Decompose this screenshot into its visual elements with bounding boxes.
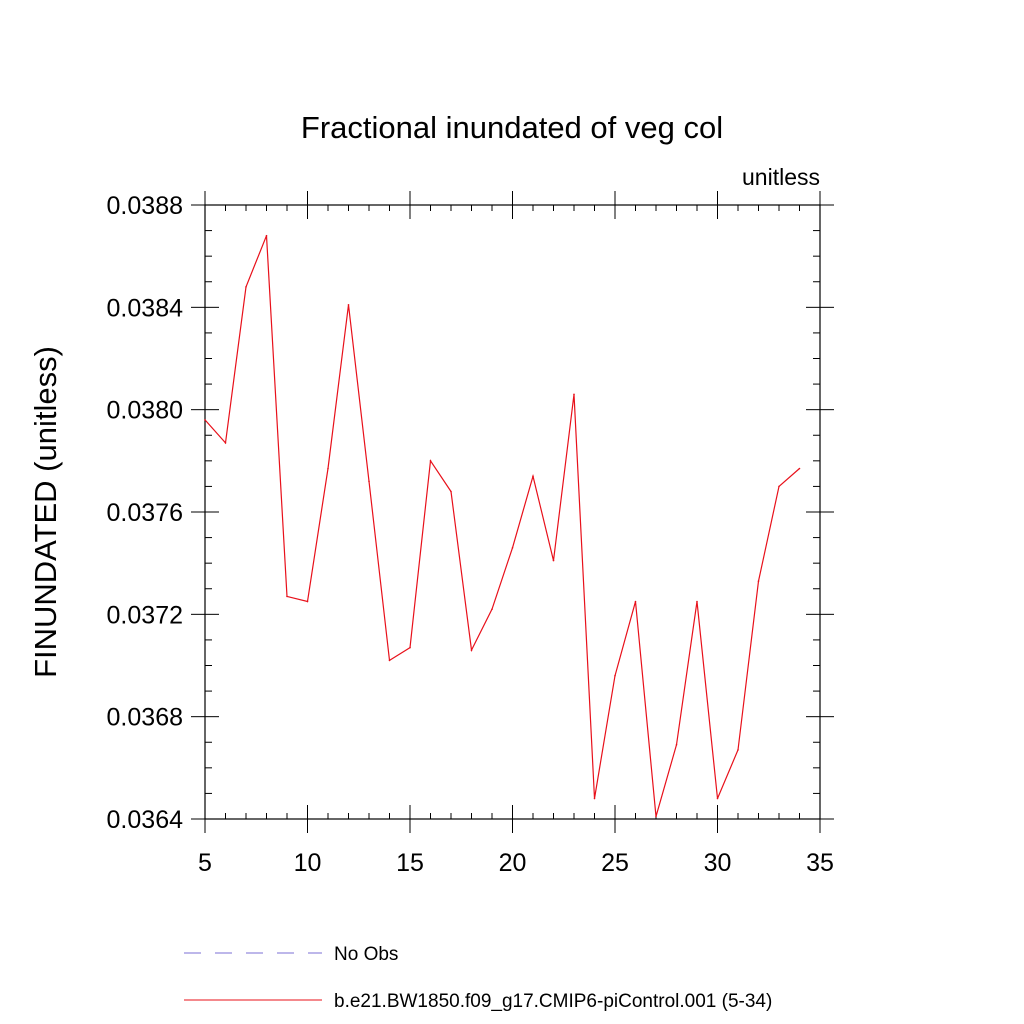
data-point [224,442,227,444]
y-tick-label: 0.0384 [107,294,184,322]
data-point [798,467,801,470]
data-point [757,580,760,582]
y-tick-label: 0.0376 [107,499,183,527]
units-label: unitless [742,164,820,190]
data-point [552,559,555,562]
x-tick-label: 25 [601,849,629,877]
x-tick-label: 15 [396,849,424,877]
data-point [327,467,329,470]
chart-title: Fractional inundated of veg col [301,110,723,145]
data-point [511,547,514,549]
x-tick-label: 20 [499,849,527,877]
data-point [491,608,493,611]
plot-frame [204,204,821,820]
y-tick-label: 0.0380 [107,397,183,425]
data-point [696,600,698,603]
series-line [204,235,800,817]
x-tick-label: 35 [806,849,834,877]
data-point [450,490,452,493]
y-tick-label: 0.0388 [107,192,183,220]
y-tick-label: 0.0364 [107,806,184,834]
series-layer [204,234,801,818]
data-point [778,485,780,488]
plot-border [204,204,821,820]
data-point [388,659,391,662]
data-point [347,303,350,306]
y-tick-label: 0.0372 [107,601,183,629]
data-point [655,815,657,818]
data-point [286,595,288,598]
x-tick-label: 10 [294,849,322,877]
data-point [675,744,678,746]
data-point [593,797,596,800]
y-axis-label: FINUNDATED (unitless) [28,346,63,678]
data-point [265,234,268,237]
data-point [429,460,432,462]
data-point [470,649,473,651]
data-point [634,600,637,603]
data-point [306,600,309,603]
x-tick-label: 30 [704,849,732,877]
data-point [532,475,534,477]
x-tick-label: 5 [198,849,212,877]
data-point [204,419,206,421]
y-tick-label: 0.0368 [107,704,183,732]
data-point [409,646,411,649]
axis-ticks: 5 10 15 20 25 30 35 0.0364 0.0368 0.0372 0.0376 0.0… [107,191,834,877]
legend-label: No Obs [334,944,398,965]
legend: No Obs b.e21.BW1850.f09_g17.CMIP6-piContr… [184,944,772,1012]
legend-label: b.e21.BW1850.f09_g17.CMIP6-piControl.001… [334,991,772,1012]
data-point [614,674,616,677]
data-point [245,286,247,288]
data-point [737,749,739,751]
data-point [368,480,370,483]
data-point [716,797,719,800]
data-point [573,393,575,396]
